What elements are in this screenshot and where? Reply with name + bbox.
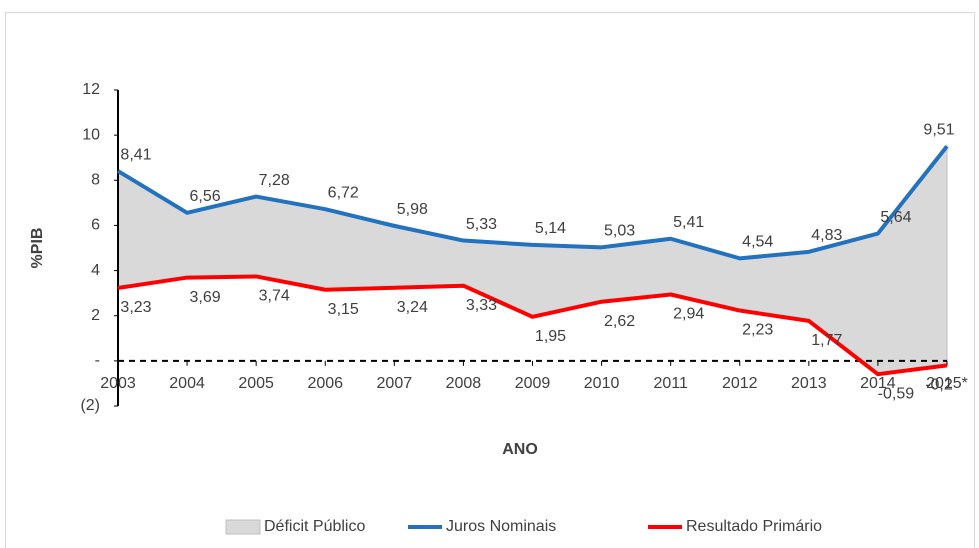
x-tick-label: 2003 bbox=[100, 375, 136, 392]
data-label: 5,14 bbox=[535, 220, 566, 237]
data-label: 6,72 bbox=[328, 184, 359, 201]
data-label: 2,94 bbox=[673, 306, 704, 323]
y-tick-label: (2) bbox=[80, 397, 100, 414]
data-label: 1,77 bbox=[811, 332, 842, 349]
data-label: -0,2 bbox=[925, 377, 953, 394]
x-tick-label: 2015* bbox=[926, 375, 968, 392]
y-tick-label: 4 bbox=[91, 262, 100, 279]
data-label: 5,98 bbox=[397, 201, 428, 218]
data-label: 5,03 bbox=[604, 223, 635, 240]
data-label: 3,23 bbox=[120, 299, 151, 316]
data-label: 7,28 bbox=[259, 172, 290, 189]
data-label: 6,56 bbox=[190, 188, 221, 205]
data-label: 3,24 bbox=[397, 299, 428, 316]
data-label: 5,33 bbox=[466, 216, 497, 233]
data-label: 4,54 bbox=[742, 234, 773, 251]
y-tick-label: 2 bbox=[91, 307, 100, 324]
data-label: 5,64 bbox=[880, 209, 911, 226]
legend-label: Déficit Público bbox=[264, 518, 365, 535]
legend-swatch bbox=[225, 519, 261, 535]
x-tick-label: 2006 bbox=[307, 375, 343, 392]
x-tick-label: 2009 bbox=[515, 375, 551, 392]
data-label: 3,33 bbox=[466, 297, 497, 314]
data-label: 2,23 bbox=[742, 322, 773, 339]
data-label: -0,59 bbox=[878, 385, 915, 402]
x-tick-label: 2011 bbox=[653, 375, 688, 392]
data-label: 3,74 bbox=[259, 288, 290, 305]
x-axis-label: ANO bbox=[502, 441, 538, 458]
x-tick-label: 2007 bbox=[377, 375, 413, 392]
data-label: 4,83 bbox=[811, 227, 842, 244]
x-tick-label: 2004 bbox=[169, 375, 205, 392]
data-label: 1,95 bbox=[535, 328, 566, 345]
y-tick-label: 6 bbox=[91, 217, 100, 234]
y-tick-label: 10 bbox=[82, 126, 100, 143]
legend-label: Juros Nominais bbox=[446, 518, 556, 535]
x-tick-label: 2005 bbox=[238, 375, 274, 392]
y-tick-label: - bbox=[95, 352, 100, 369]
data-label: 9,51 bbox=[923, 121, 954, 138]
data-label: 3,69 bbox=[190, 289, 221, 306]
legend-label: Resultado Primário bbox=[686, 518, 822, 535]
data-label: 3,15 bbox=[328, 301, 359, 318]
data-label: 2,62 bbox=[604, 313, 635, 330]
chart-frame bbox=[5, 12, 975, 548]
line bbox=[117, 274, 948, 377]
y-axis-label: %PIB bbox=[29, 228, 46, 269]
x-tick-label: 2010 bbox=[584, 375, 620, 392]
line bbox=[116, 144, 949, 261]
data-label: 8,41 bbox=[120, 146, 151, 163]
y-tick-label: 8 bbox=[91, 172, 100, 189]
x-tick-label: 2008 bbox=[446, 375, 482, 392]
x-tick-label: 2014 bbox=[860, 375, 896, 392]
y-tick-label: 12 bbox=[82, 81, 100, 98]
x-tick-label: 2012 bbox=[722, 375, 758, 392]
data-label: 5,41 bbox=[673, 214, 704, 231]
x-tick-label: 2013 bbox=[791, 375, 827, 392]
